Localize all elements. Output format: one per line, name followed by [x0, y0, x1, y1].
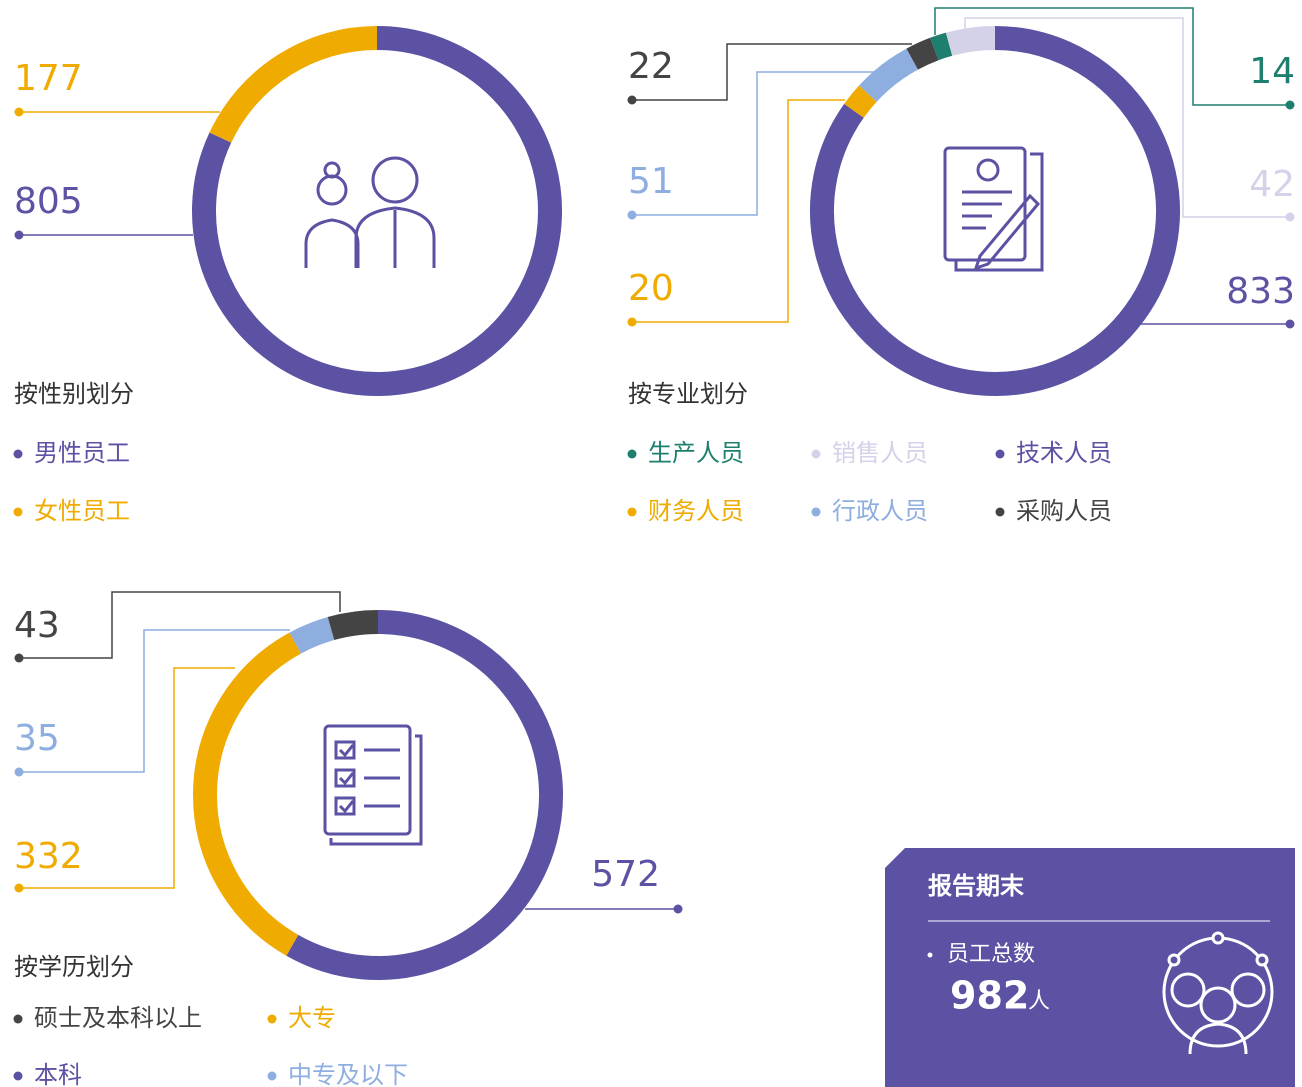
legend-label: 中专及以下: [288, 1061, 408, 1087]
donut-segment: [859, 48, 919, 102]
legend-label: 本科: [34, 1061, 82, 1087]
legend-dot: [811, 507, 821, 517]
legend-dot: [13, 507, 23, 517]
leader-dot: [1285, 212, 1295, 222]
leader-line: [19, 667, 235, 889]
checklist-icon: [323, 724, 423, 846]
bullet: [927, 952, 933, 958]
legend-dot: [13, 1014, 23, 1024]
donut-segment: [327, 610, 379, 641]
leader-line: [632, 43, 912, 101]
donut-segment: [209, 26, 378, 143]
summary-box: [885, 848, 1295, 1087]
value-label: 177: [14, 58, 83, 99]
value-label: 51: [628, 161, 674, 202]
legend-dot: [13, 1071, 23, 1081]
legend-dot: [627, 507, 637, 517]
legend-label: 销售人员: [832, 439, 928, 467]
summary-value: 982: [950, 974, 1029, 1018]
legend-dot: [995, 449, 1005, 459]
value-label: 14: [1249, 51, 1295, 92]
value-label: 43: [14, 605, 60, 646]
legend-dot: [267, 1071, 277, 1081]
legend-dot: [13, 449, 23, 459]
chart-title: 按专业划分: [628, 380, 748, 408]
legend-label: 行政人员: [832, 497, 928, 525]
legend-dot: [995, 507, 1005, 517]
leader-dot: [14, 767, 24, 777]
summary-label: 员工总数: [947, 942, 1035, 967]
legend-label: 大专: [288, 1004, 336, 1032]
donut-segment: [289, 616, 335, 654]
leader-line: [964, 17, 1290, 218]
chart-title: 按学历划分: [14, 953, 134, 981]
legend-label: 生产人员: [648, 439, 744, 467]
legend-label: 采购人员: [1016, 497, 1112, 525]
donut-segment: [930, 32, 953, 61]
document-icon: [943, 146, 1044, 272]
legend-dot: [267, 1014, 277, 1024]
leader-dot: [14, 653, 24, 663]
legend-label: 女性员工: [34, 497, 130, 525]
legend-label: 男性员工: [34, 439, 130, 467]
leader-dot: [14, 883, 24, 893]
value-label: 22: [628, 46, 674, 87]
leader-dot: [1285, 319, 1295, 329]
leader-dot: [14, 230, 24, 240]
chart-title: 按性别划分: [14, 380, 134, 408]
people-icon: [304, 156, 436, 268]
leader-dot: [627, 317, 637, 327]
value-label: 572: [591, 854, 660, 895]
leader-dot: [627, 95, 637, 105]
leader-dot: [1285, 100, 1295, 110]
donut-segment: [286, 610, 563, 980]
leader-line: [934, 7, 1290, 106]
summary-title: 报告期末: [928, 872, 1025, 900]
donut-segment: [193, 632, 301, 956]
value-label: 833: [1226, 271, 1295, 312]
legend-label: 技术人员: [1016, 439, 1112, 467]
leader-line: [19, 591, 341, 659]
donut-segment: [906, 37, 939, 70]
leader-line: [19, 629, 290, 773]
value-label: 332: [14, 836, 83, 877]
summary-unit: 人: [1028, 989, 1050, 1014]
leader-dot: [673, 904, 683, 914]
team-icon: [1162, 931, 1274, 1055]
value-label: 805: [14, 181, 83, 222]
leader-line: [632, 99, 845, 323]
donut-segment: [192, 26, 562, 396]
value-label: 42: [1249, 164, 1295, 205]
donut-segment: [844, 85, 877, 118]
leader-line: [632, 71, 880, 216]
legend-label: 财务人员: [648, 497, 744, 525]
legend-label: 硕士及本科以上: [34, 1004, 202, 1032]
value-label: 20: [628, 268, 674, 309]
legend-dot: [811, 449, 821, 459]
leader-dot: [14, 107, 24, 117]
value-label: 35: [14, 718, 60, 759]
donut-segment: [810, 26, 1180, 396]
donut-segment: [945, 26, 996, 56]
legend-dot: [627, 449, 637, 459]
leader-dot: [627, 210, 637, 220]
